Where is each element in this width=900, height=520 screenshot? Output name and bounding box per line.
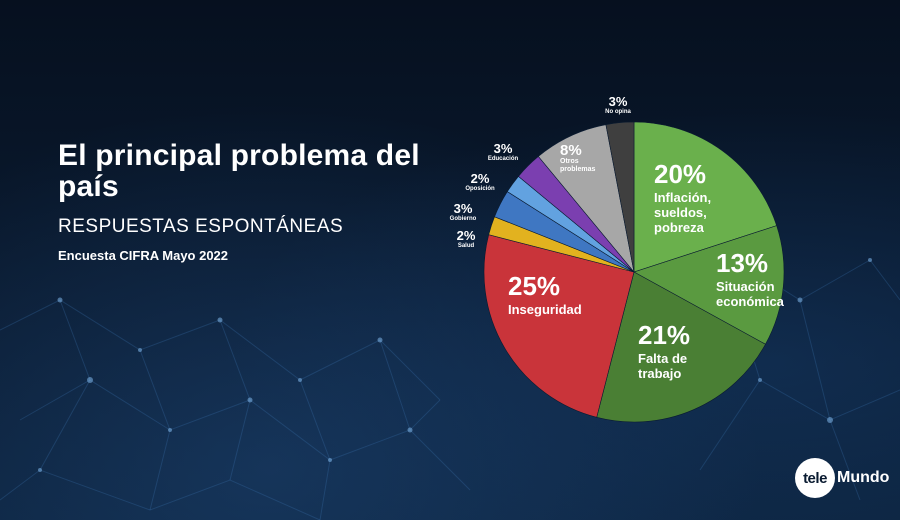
brand-badge: tele [795, 458, 835, 498]
slice-percent-otros-problemas: 8% [560, 142, 582, 159]
slice-label-situacion-economica: 13%Situación económica [716, 248, 785, 309]
slice-percent-educacion: 3% [494, 141, 513, 156]
slice-category-no-opina: No opina [605, 109, 631, 115]
chart-title: El principal problema del país [58, 139, 420, 203]
slice-percent-oposicion: 2% [471, 171, 490, 186]
pie-slice-situacion-economica [633, 225, 785, 345]
slice-category-educacion: Educación [488, 156, 519, 162]
brand-text: Mundo [837, 469, 890, 486]
brand-logo: tele Mundo [795, 458, 889, 498]
slice-category-salud: Salud [458, 243, 475, 249]
slice-category-inflacion-sueldos-pobreza: Inflación, sueldos, pobreza [654, 190, 711, 235]
slice-category-situacion-economica: Situación económica [716, 279, 785, 309]
slice-percent-situacion-economica: 13% [716, 248, 768, 278]
slice-percent-inseguridad: 25% [508, 271, 560, 301]
slice-category-oposicion: Oposición [465, 186, 495, 192]
slice-label-salud: 2%Salud [457, 228, 476, 249]
slice-category-gobierno: Gobierno [450, 216, 477, 222]
slice-label-inseguridad: 25%Inseguridad [508, 271, 582, 317]
slice-label-falta-de-trabajo: 21%Falta de trabajo [638, 320, 690, 381]
pie-slice-inseguridad [483, 234, 635, 418]
slice-label-oposicion: 2%Oposición [465, 171, 495, 192]
pie-slice-inflacion-sueldos-pobreza [633, 121, 778, 273]
slice-label-inflacion-sueldos-pobreza: 20%Inflación, sueldos, pobreza [654, 159, 711, 235]
chart-subtitle: RESPUESTAS ESPONTÁNEAS [58, 216, 344, 237]
slice-category-otros-problemas: Otros problemas [560, 158, 596, 173]
slice-category-falta-de-trabajo: Falta de trabajo [638, 351, 687, 381]
source-note: Encuesta CIFRA Mayo 2022 [58, 248, 229, 263]
pie-slice-falta-de-trabajo [596, 271, 766, 423]
slice-category-inseguridad: Inseguridad [508, 302, 582, 317]
slice-label-educacion: 3%Educación [488, 141, 519, 162]
slice-label-no-opina: 3%No opina [605, 94, 631, 115]
slice-percent-salud: 2% [457, 228, 476, 243]
slice-percent-inflacion-sueldos-pobreza: 20% [654, 159, 706, 189]
slice-label-otros-problemas: 8%Otros problemas [560, 142, 596, 173]
slice-percent-no-opina: 3% [609, 94, 628, 109]
slice-percent-falta-de-trabajo: 21% [638, 320, 690, 350]
slice-label-gobierno: 3%Gobierno [450, 201, 477, 222]
slice-percent-gobierno: 3% [454, 201, 473, 216]
pie-slice-no-opina [605, 121, 635, 273]
